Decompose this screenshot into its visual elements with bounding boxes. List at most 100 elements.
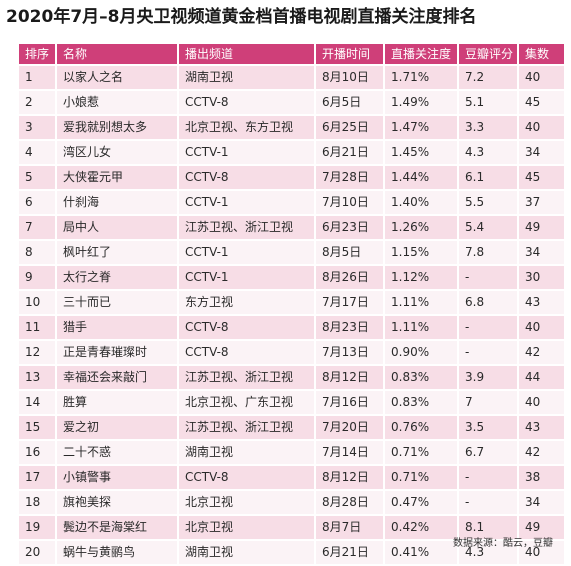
cell-douban-score: -	[459, 491, 517, 514]
cell-attention: 1.45%	[385, 141, 457, 164]
cell-douban-score: 7.2	[459, 66, 517, 89]
cell-episodes: 40	[519, 391, 564, 414]
cell-attention: 0.47%	[385, 491, 457, 514]
cell-episodes: 40	[519, 116, 564, 139]
cell-episodes: 37	[519, 191, 564, 214]
cell-name: 什刹海	[57, 191, 177, 214]
cell-episodes: 30	[519, 266, 564, 289]
cell-attention: 0.41%	[385, 541, 457, 564]
cell-start-date: 7月14日	[316, 441, 383, 464]
cell-start-date: 8月12日	[316, 466, 383, 489]
header-rank: 排序	[19, 44, 55, 64]
cell-channel: 北京卫视	[179, 516, 314, 539]
cell-attention: 1.11%	[385, 316, 457, 339]
cell-episodes: 42	[519, 441, 564, 464]
cell-start-date: 7月13日	[316, 341, 383, 364]
cell-episodes: 40	[519, 316, 564, 339]
cell-start-date: 7月28日	[316, 166, 383, 189]
cell-episodes: 49	[519, 216, 564, 239]
cell-name: 三十而已	[57, 291, 177, 314]
cell-attention: 1.12%	[385, 266, 457, 289]
cell-attention: 1.44%	[385, 166, 457, 189]
cell-name: 旗袍美探	[57, 491, 177, 514]
cell-douban-score: 5.1	[459, 91, 517, 114]
cell-rank: 18	[19, 491, 55, 514]
header-name: 名称	[57, 44, 177, 64]
cell-douban-score: 6.8	[459, 291, 517, 314]
cell-start-date: 7月16日	[316, 391, 383, 414]
cell-name: 湾区儿女	[57, 141, 177, 164]
cell-name: 鬓边不是海棠红	[57, 516, 177, 539]
cell-episodes: 38	[519, 466, 564, 489]
cell-attention: 1.71%	[385, 66, 457, 89]
cell-attention: 1.26%	[385, 216, 457, 239]
cell-rank: 4	[19, 141, 55, 164]
cell-start-date: 8月5日	[316, 241, 383, 264]
cell-rank: 6	[19, 191, 55, 214]
cell-channel: 北京卫视	[179, 491, 314, 514]
cell-start-date: 6月21日	[316, 141, 383, 164]
cell-name: 猎手	[57, 316, 177, 339]
data-source-note: 数据来源：酷云，豆瓣	[453, 538, 553, 549]
cell-douban-score: -	[459, 316, 517, 339]
header-channel: 播出频道	[179, 44, 314, 64]
cell-douban-score: 7.8	[459, 241, 517, 264]
cell-attention: 0.90%	[385, 341, 457, 364]
cell-name: 蜗牛与黄鹂鸟	[57, 541, 177, 564]
cell-name: 爱我就别想太多	[57, 116, 177, 139]
cell-channel: 湖南卫视	[179, 66, 314, 89]
cell-name: 枫叶红了	[57, 241, 177, 264]
cell-channel: 北京卫视、广东卫视	[179, 391, 314, 414]
cell-name: 小镇警事	[57, 466, 177, 489]
cell-channel: CCTV-1	[179, 191, 314, 214]
cell-episodes: 34	[519, 241, 564, 264]
cell-start-date: 8月28日	[316, 491, 383, 514]
cell-episodes: 43	[519, 291, 564, 314]
cell-attention: 1.11%	[385, 291, 457, 314]
cell-douban-score: -	[459, 341, 517, 364]
cell-channel: 湖南卫视	[179, 441, 314, 464]
cell-douban-score: 3.3	[459, 116, 517, 139]
cell-douban-score: -	[459, 266, 517, 289]
cell-rank: 16	[19, 441, 55, 464]
cell-name: 二十不惑	[57, 441, 177, 464]
cell-channel: 江苏卫视、浙江卫视	[179, 366, 314, 389]
cell-rank: 1	[19, 66, 55, 89]
cell-channel: CCTV-8	[179, 341, 314, 364]
cell-name: 胜算	[57, 391, 177, 414]
cell-name: 大侠霍元甲	[57, 166, 177, 189]
cell-channel: 北京卫视、东方卫视	[179, 116, 314, 139]
cell-douban-score: -	[459, 466, 517, 489]
cell-start-date: 7月20日	[316, 416, 383, 439]
cell-start-date: 8月12日	[316, 366, 383, 389]
header-attention: 直播关注度	[385, 44, 457, 64]
cell-episodes: 44	[519, 366, 564, 389]
cell-episodes: 45	[519, 166, 564, 189]
cell-douban-score: 8.1	[459, 516, 517, 539]
cell-episodes: 34	[519, 141, 564, 164]
cell-rank: 10	[19, 291, 55, 314]
cell-douban-score: 4.3	[459, 141, 517, 164]
cell-channel: CCTV-8	[179, 91, 314, 114]
cell-start-date: 7月10日	[316, 191, 383, 214]
cell-douban-score: 3.5	[459, 416, 517, 439]
cell-rank: 7	[19, 216, 55, 239]
cell-name: 太行之脊	[57, 266, 177, 289]
cell-episodes: 42	[519, 341, 564, 364]
cell-start-date: 6月23日	[316, 216, 383, 239]
cell-start-date: 8月26日	[316, 266, 383, 289]
cell-start-date: 8月23日	[316, 316, 383, 339]
cell-attention: 1.47%	[385, 116, 457, 139]
cell-douban-score: 3.9	[459, 366, 517, 389]
cell-attention: 0.76%	[385, 416, 457, 439]
cell-attention: 0.71%	[385, 466, 457, 489]
cell-douban-score: 5.4	[459, 216, 517, 239]
cell-start-date: 7月17日	[316, 291, 383, 314]
cell-attention: 1.40%	[385, 191, 457, 214]
cell-rank: 14	[19, 391, 55, 414]
cell-douban-score: 6.7	[459, 441, 517, 464]
cell-start-date: 6月21日	[316, 541, 383, 564]
cell-rank: 12	[19, 341, 55, 364]
cell-channel: CCTV-8	[179, 166, 314, 189]
cell-channel: CCTV-8	[179, 466, 314, 489]
